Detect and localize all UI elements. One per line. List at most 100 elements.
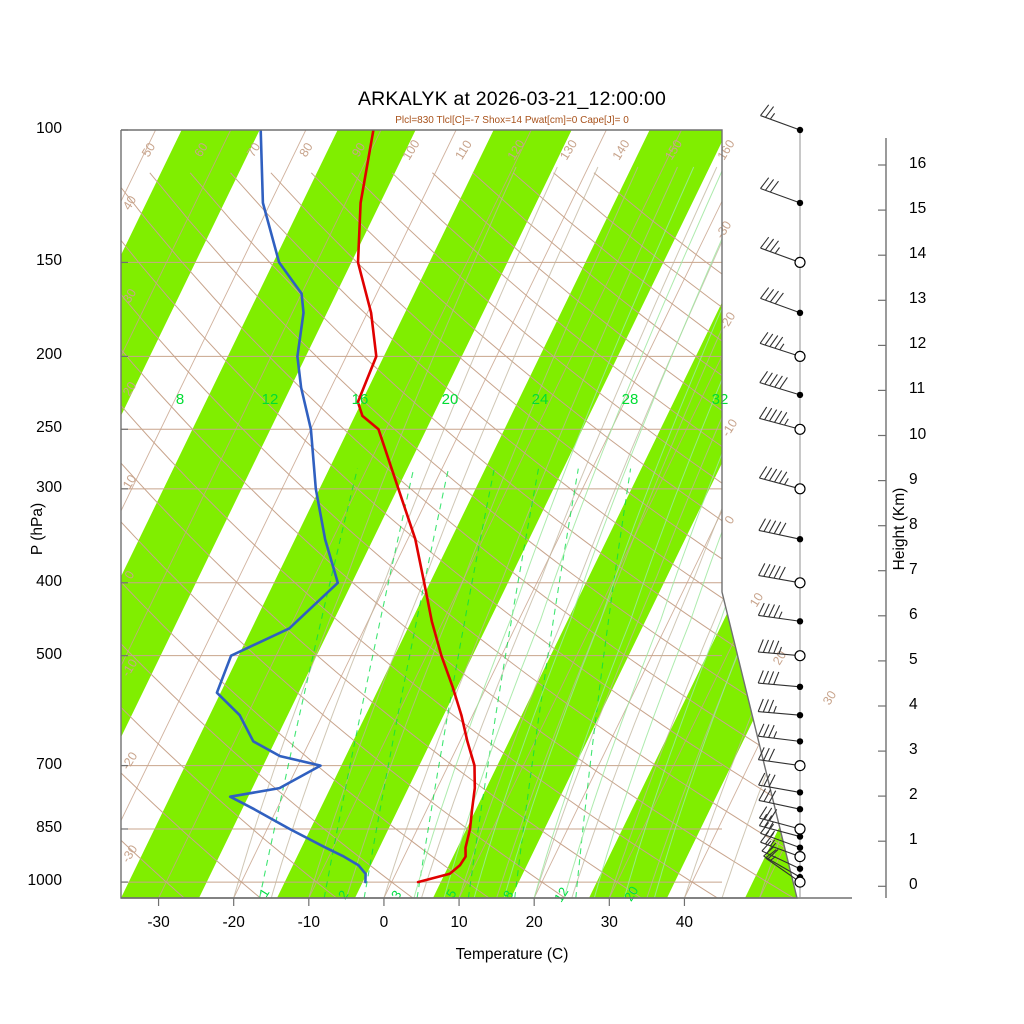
wind-barb-full: [778, 566, 786, 580]
wind-barb-shaft: [760, 832, 801, 849]
shading-band: [121, 130, 572, 898]
wind-barb-half: [774, 247, 780, 254]
wind-barb-full: [763, 564, 771, 577]
wind-barb-full: [763, 603, 770, 617]
height-tick-label: 4: [909, 695, 918, 713]
wind-barb-full: [760, 822, 770, 834]
wind-barb-shaft: [765, 857, 801, 883]
isotherm-line: [121, 130, 457, 898]
wind-barb-full: [759, 370, 768, 383]
stability-indices: Plcl=830 Tlcl[C]=-7 Shox=14 Pwat[cm]=0 C…: [395, 115, 629, 126]
dry-adiabat-line: [121, 172, 414, 898]
dry-adiabat-line: [121, 172, 185, 898]
wind-barb-full: [764, 179, 775, 191]
wind-level-dot: [796, 865, 804, 872]
wind-barb-full: [768, 748, 775, 762]
wind-level-dot: [796, 844, 804, 851]
wind-standard-level-marker: [794, 759, 806, 772]
wind-barb-full: [769, 240, 779, 252]
height-tick-label: 2: [909, 786, 918, 804]
wind-barb-full: [774, 375, 783, 388]
wind-barb-shaft: [760, 247, 801, 263]
dry-adiabat-label-top: 90: [349, 140, 368, 159]
wind-barb-full: [765, 849, 777, 859]
wind-barb-full: [774, 470, 783, 483]
wind-barb-shaft: [758, 711, 801, 716]
moist-adiabat-line: [383, 166, 678, 898]
dry-adiabat-label-top: 140: [610, 137, 633, 162]
moist-adiabat-line: [646, 166, 797, 898]
moist-adiabat-line: [421, 166, 718, 898]
wind-barb-shaft: [760, 841, 801, 858]
dry-adiabat-label-top: 70: [244, 140, 263, 159]
theta-e-line: [413, 166, 695, 898]
theta-e-line: [503, 166, 785, 898]
moist-adiabat-line: [496, 166, 795, 898]
height-tick-label: 16: [909, 155, 927, 173]
height-tick-label: 0: [909, 876, 918, 894]
wind-barb-shaft: [760, 187, 801, 204]
dry-adiabat-line: [351, 172, 797, 898]
pressure-tick-label: 400: [36, 572, 62, 590]
dry-adiabat-line: [121, 172, 642, 898]
mixing-ratio-line: [575, 468, 632, 898]
wind-standard-level-marker: [794, 876, 806, 888]
wind-barb-full: [758, 813, 768, 826]
height-tick-label: 1: [909, 831, 918, 849]
dry-adiabat-line: [121, 172, 794, 898]
moist-adiabat-line: [683, 166, 797, 898]
wind-level-dot: [796, 126, 804, 134]
wind-barb-full: [762, 670, 770, 684]
wind-level-dot: [796, 833, 804, 840]
wind-barb-full: [768, 520, 777, 533]
page-title: ARKALYK at 2026-03-21_12:00:00: [357, 88, 667, 110]
wind-barb-shaft: [758, 735, 801, 742]
plot-area: [121, 130, 797, 898]
dry-adiabat-line: [121, 172, 797, 898]
wind-barb-full: [773, 605, 781, 618]
wind-barb-full: [764, 106, 775, 118]
wind-barb-full: [764, 467, 773, 480]
wind-barb-half: [779, 343, 785, 351]
isotherm-line: [684, 130, 797, 898]
theta-e-line: [533, 166, 797, 898]
dry-adiabat-line: [121, 172, 261, 898]
wind-barb-full: [759, 331, 769, 344]
shading-band: [121, 130, 260, 898]
wind-barb-shaft: [763, 855, 801, 878]
wind-barb-full: [769, 809, 778, 822]
wind-barb-shaft: [758, 799, 801, 810]
moist-adiabat-line: [308, 166, 599, 898]
temperature-tick-label: -20: [222, 914, 245, 931]
isotherm-line: [233, 130, 607, 898]
dry-adiabat-label-right: 0: [722, 513, 738, 526]
dry-adiabat-line: [230, 172, 797, 898]
wind-barb-full: [774, 336, 784, 349]
wind-level-dot: [796, 199, 804, 207]
wind-standard-level-marker: [794, 650, 806, 662]
isotherm-line: [158, 130, 532, 898]
wind-barb-full: [758, 563, 766, 576]
height-tick-label: 3: [909, 741, 918, 759]
wind-barb-full: [769, 290, 779, 303]
dry-adiabat-line: [121, 172, 718, 898]
wind-barb-shaft: [758, 682, 801, 688]
dry-adiabat-line: [121, 172, 797, 898]
wind-barb-full: [757, 698, 764, 712]
wind-barb-full: [757, 670, 764, 684]
wind-level-dot: [796, 683, 804, 690]
height-tick-label: 15: [909, 200, 927, 218]
wind-barb-shaft: [760, 297, 801, 314]
wind-barb-full: [763, 519, 772, 532]
wind-level-dot: [796, 391, 804, 399]
wind-barb-full: [758, 406, 768, 419]
wind-barb-full: [760, 177, 770, 189]
dry-adiabat-label-left: 40: [120, 193, 139, 212]
wind-barb-full: [764, 333, 774, 346]
wind-barb-shaft: [761, 850, 801, 870]
wind-barb-half: [769, 821, 774, 829]
wind-barb-half: [773, 731, 778, 739]
wind-barb-half: [769, 112, 776, 120]
theta-e-label: 16: [352, 391, 369, 408]
